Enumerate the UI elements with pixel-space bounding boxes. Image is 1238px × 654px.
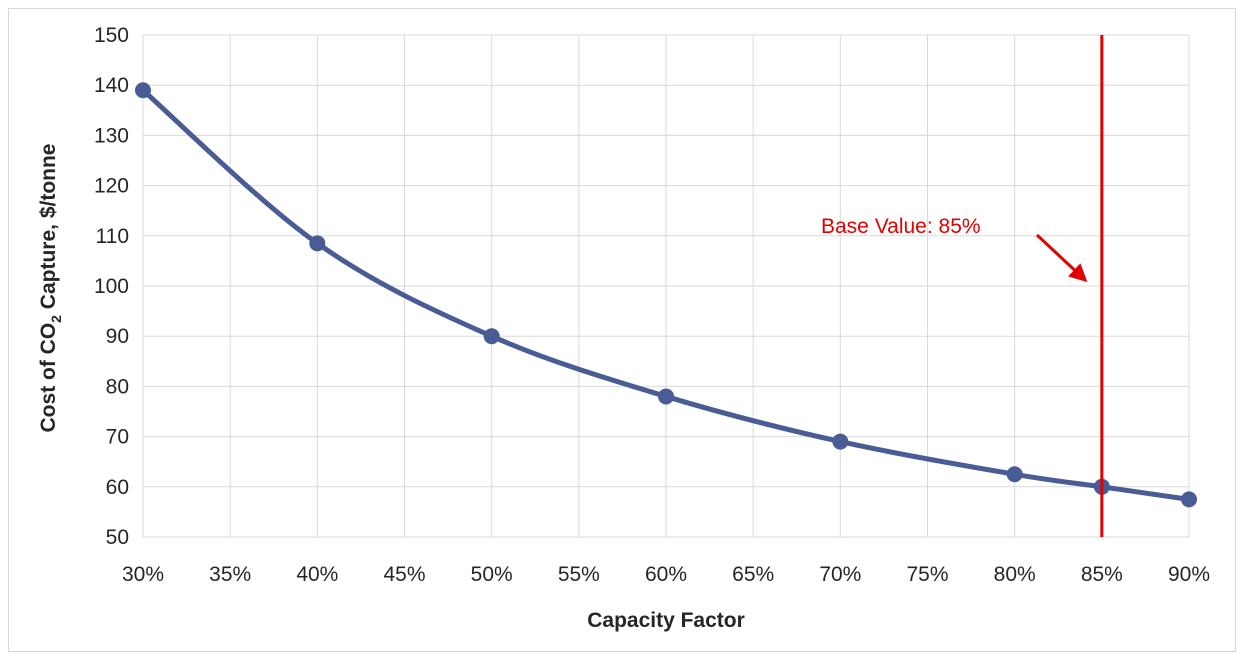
y-tick-label: 90: [106, 325, 129, 348]
y-tick-label: 120: [94, 175, 129, 198]
data-point: [135, 82, 151, 99]
x-tick-label: 55%: [558, 563, 600, 586]
x-tick-labels: 30% 35% 40% 45% 50% 55% 60% 65% 70% 75% 80% 85% 90%: [122, 563, 1210, 586]
data-point: [658, 388, 674, 405]
chart-frame: [8, 8, 1236, 652]
y-tick-label: 80: [106, 375, 129, 398]
y-axis-title-part-1: Cost of CO: [37, 323, 60, 433]
y-tick-label: 150: [94, 24, 129, 47]
grid-lines: [142, 34, 1190, 538]
y-tick-labels: 50 60 70 80 90 100 110 120 130 140 150: [94, 24, 129, 549]
x-tick-label: 75%: [906, 563, 948, 586]
y-axis-title-part-2: Capture, $/tonne: [37, 144, 60, 316]
x-tick-label: 70%: [819, 563, 861, 586]
x-tick-label: 45%: [383, 563, 425, 586]
x-tick-label: 85%: [1081, 563, 1123, 586]
x-tick-label: 90%: [1168, 563, 1210, 586]
x-axis-title: Capacity Factor: [587, 609, 745, 632]
x-tick-label: 50%: [471, 563, 513, 586]
data-point: [1181, 491, 1197, 508]
y-tick-label: 70: [106, 426, 129, 449]
annotation-arrow: [1035, 233, 1088, 283]
data-points: [135, 82, 1197, 508]
x-tick-label: 30%: [122, 563, 164, 586]
x-tick-label: 35%: [209, 563, 251, 586]
y-tick-label: 140: [94, 74, 129, 97]
y-tick-label: 50: [106, 526, 129, 549]
y-tick-label: 110: [96, 225, 129, 248]
data-point: [483, 328, 500, 345]
base-value-annotation: Base Value: 85%: [821, 215, 981, 238]
data-point: [309, 235, 326, 252]
x-tick-label: 60%: [645, 563, 687, 586]
x-tick-label: 65%: [732, 563, 774, 586]
data-point: [1006, 466, 1023, 483]
y-tick-label: 60: [106, 476, 129, 499]
x-tick-label: 40%: [296, 563, 338, 586]
data-point: [832, 433, 849, 450]
y-axis-title-subscript: 2: [48, 315, 64, 323]
y-tick-label: 100: [94, 275, 129, 298]
y-tick-label: 130: [94, 124, 129, 147]
y-axis-title: Cost of CO2 Capture, $/tonne: [37, 144, 64, 433]
x-tick-label: 80%: [994, 563, 1036, 586]
